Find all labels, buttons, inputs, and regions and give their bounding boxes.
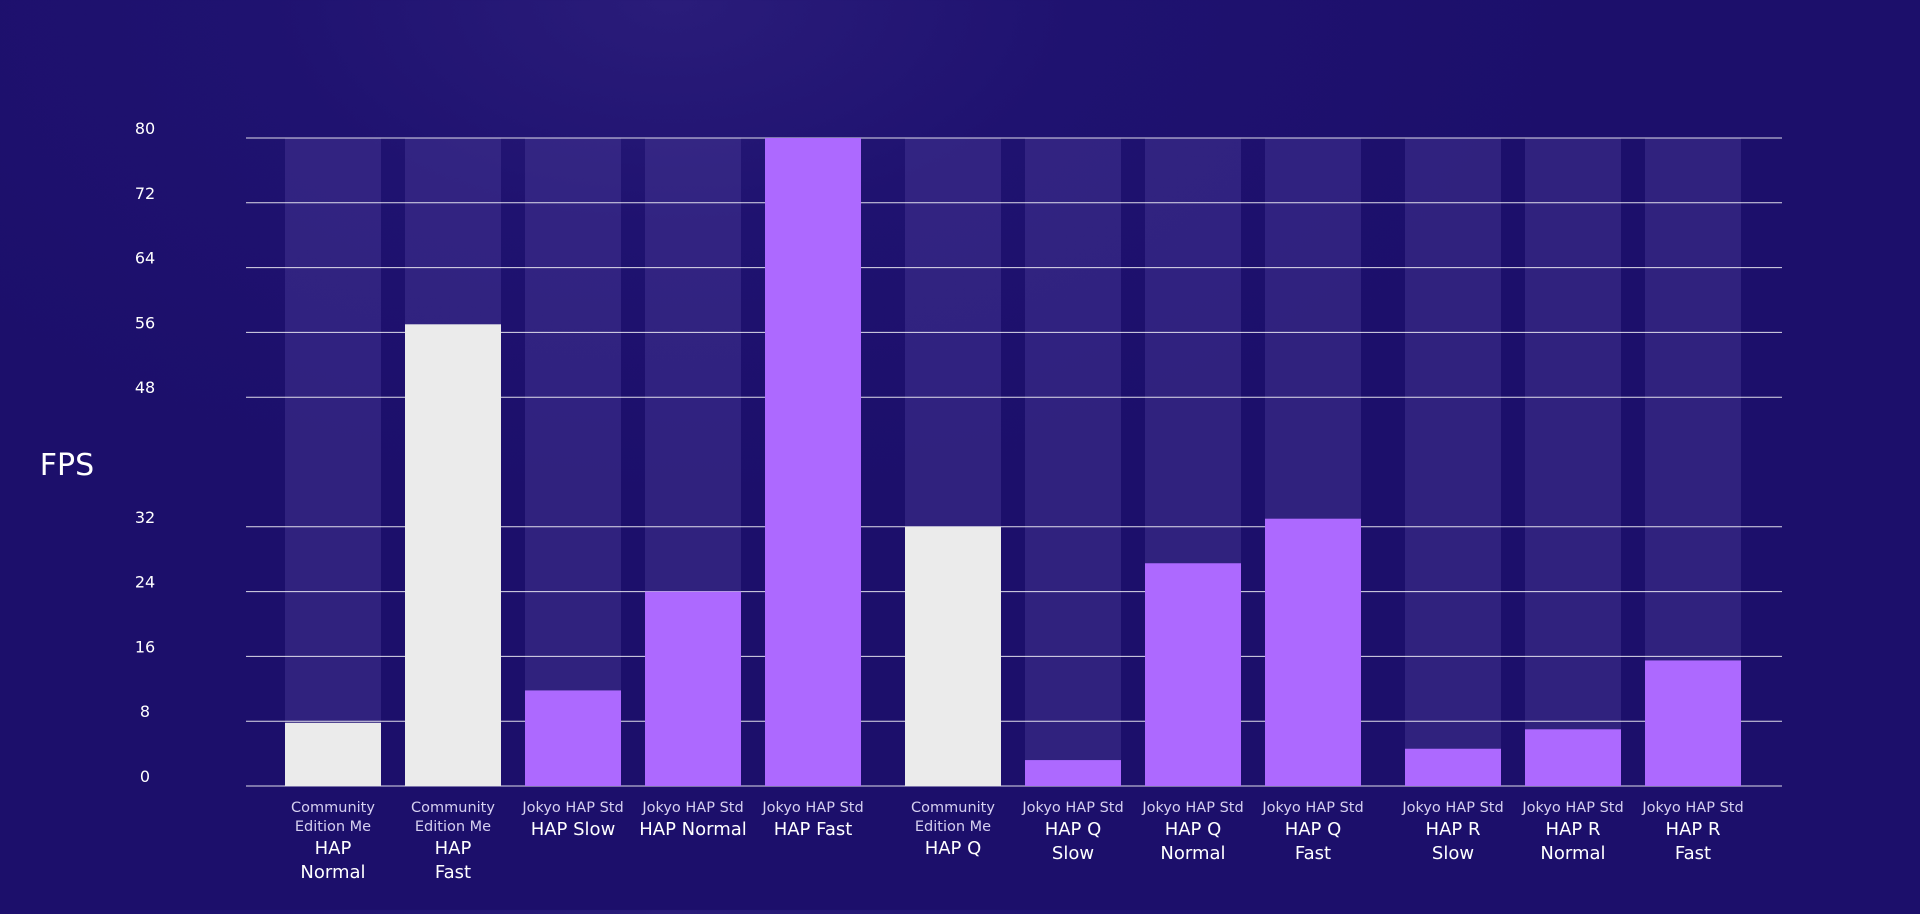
bar-track [1025,138,1121,786]
x-tick-sublabel: Community [911,800,995,816]
x-tick-sublabel: Edition Me [295,819,371,835]
x-tick-label: Normal [1160,843,1225,864]
y-tick-label: 64 [135,249,155,268]
x-tick-label: HAP Slow [531,819,616,840]
x-axis-labels: Community Edition Me HAP Normal Community Edi… [291,800,1744,883]
bar [1525,729,1621,786]
x-tick-label: HAP [435,838,472,859]
bar-track [285,138,381,786]
bar [405,324,501,786]
y-tick-label: 80 [135,119,155,138]
x-tick-label: Slow [1432,843,1474,864]
y-tick-label: 48 [135,378,155,397]
x-tick-sublabel: Jokyo HAP Std [1401,800,1503,816]
x-tick-label: Fast [435,862,471,883]
x-tick-label: HAP R [1546,819,1601,840]
x-tick-label: HAP Q [925,838,982,859]
bar-tracks [285,138,1741,786]
x-tick-label: Slow [1052,843,1094,864]
x-tick-sublabel: Jokyo HAP Std [641,800,743,816]
bar-track [1405,138,1501,786]
x-tick-label: HAP Fast [774,819,853,840]
x-tick-label: Fast [1675,843,1711,864]
y-axis-ticks: 0 8 16 24 32 48 56 64 72 80 [135,119,155,786]
y-tick-label: 16 [135,637,155,656]
y-tick-label: 32 [135,508,155,527]
x-tick-sublabel: Community [291,800,375,816]
bar [765,138,861,786]
x-tick-label: Normal [1540,843,1605,864]
bar [285,722,381,786]
bar [645,591,741,786]
bar-track [1525,138,1621,786]
x-tick-sublabel: Jokyo HAP Std [521,800,623,816]
y-tick-label: 56 [135,313,155,332]
x-tick-label: HAP [315,838,352,859]
bar [1645,660,1741,786]
x-tick-sublabel: Community [411,800,495,816]
x-tick-sublabel: Jokyo HAP Std [1261,800,1363,816]
bar-track [525,138,621,786]
x-tick-sublabel: Jokyo HAP Std [1641,800,1743,816]
x-tick-label: Normal [300,862,365,883]
x-tick-sublabel: Jokyo HAP Std [1141,800,1243,816]
bar [1025,760,1121,786]
x-tick-label: HAP R [1426,819,1481,840]
y-tick-label: 24 [135,573,155,592]
bar [1145,563,1241,786]
bar [905,526,1001,786]
x-tick-sublabel: Jokyo HAP Std [761,800,863,816]
x-tick-sublabel: Edition Me [915,819,991,835]
bar [1265,518,1361,786]
x-tick-label: HAP Normal [639,819,747,840]
bars [285,138,1741,786]
x-tick-label: Fast [1295,843,1331,864]
bar [1405,748,1501,786]
x-tick-label: HAP Q [1165,819,1222,840]
x-tick-label: HAP Q [1285,819,1342,840]
y-tick-label: 72 [135,184,155,203]
bar [525,690,621,786]
x-tick-label: HAP R [1666,819,1721,840]
y-tick-label: 0 [140,767,150,786]
x-tick-sublabel: Edition Me [415,819,491,835]
y-tick-label: 8 [140,702,150,721]
x-tick-sublabel: Jokyo HAP Std [1021,800,1123,816]
x-tick-label: HAP Q [1045,819,1102,840]
x-tick-sublabel: Jokyo HAP Std [1521,800,1623,816]
y-axis-label: FPS [40,448,94,483]
